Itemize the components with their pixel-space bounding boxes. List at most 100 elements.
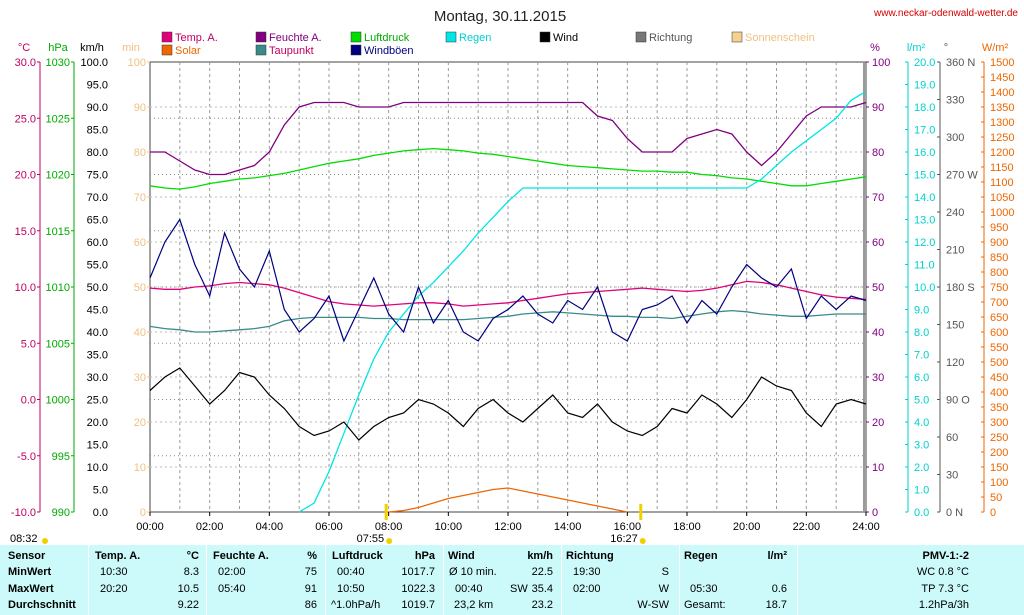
stats-temp-title: Temp. A. — [95, 550, 141, 562]
legend-swatch — [161, 31, 173, 43]
legend-label: Windböen — [364, 45, 414, 57]
unit-label: km/h — [80, 42, 104, 54]
stats-hum-min-time: 02:00 — [218, 566, 246, 578]
rain-axis-tick-label: 13.0 — [914, 215, 935, 227]
rain-axis-tick-label: 9.0 — [914, 305, 929, 317]
humidity-axis-tick-label: 0 — [872, 507, 878, 519]
wind-axis-tick-label: 30.0 — [87, 372, 108, 384]
solar-axis-tick-label: 850 — [990, 252, 1008, 264]
stats-dir-max: W — [658, 583, 669, 595]
stats-temp-min-time: 10:30 — [100, 566, 128, 578]
solar-axis-tick-label: 200 — [990, 447, 1008, 459]
wind-axis-tick-label: 95.0 — [87, 80, 108, 92]
wind-axis-tick-label: 75.0 — [87, 170, 108, 182]
pressure-axis-tick-label: 1020 — [46, 170, 70, 182]
stats-hum-max-time: 05:40 — [218, 583, 246, 595]
current-time-label: 08:32 — [10, 533, 38, 545]
solar-axis-tick-label: 800 — [990, 267, 1008, 279]
solar-axis-tick-label: 100 — [990, 477, 1008, 489]
stats-rain-unit: l/m² — [767, 550, 787, 562]
x-tick-label: 22:00 — [793, 521, 821, 533]
solar-axis-tick-label: 500 — [990, 357, 1008, 369]
direction-axis-tick-label: 180 S — [946, 282, 975, 294]
wind-axis-tick-label: 10.0 — [87, 462, 108, 474]
legend-label: Temp. A. — [175, 32, 218, 44]
rain-axis-tick-label: 17.0 — [914, 125, 935, 137]
rain-axis-tick-label: 12.0 — [914, 237, 935, 249]
sunrise-label: 07:55 — [357, 533, 385, 545]
stats-rain-max: 0.6 — [771, 583, 787, 595]
series-line-regen — [298, 90, 867, 513]
rain-axis-tick-label: 14.0 — [914, 192, 935, 204]
rain-axis-tick-label: 16.0 — [914, 147, 935, 159]
rain-axis-tick-label: 2.0 — [914, 462, 929, 474]
humidity-axis-tick-label: 80 — [872, 147, 884, 159]
pressure-axis-tick-label: 990 — [52, 507, 70, 519]
stats-wind-column: Wind km/h Ø 10 min. 22.5 00:40 SW 35.4 2… — [443, 545, 561, 615]
stats-pmv-column: PMV-1:-2 WC 0.8 °C TP 7.3 °C 1.2hPa/3h — [797, 545, 1024, 615]
stats-rain-column: Regen l/m² 05:30 0.6 Gesamt: 18.7 — [679, 545, 797, 615]
stats-hum-min: 75 — [304, 566, 317, 578]
solar-axis-tick-label: 300 — [990, 417, 1008, 429]
rain-axis-tick-label: 10.0 — [914, 282, 935, 294]
stats-wind-max-time: 00:40 — [455, 583, 483, 595]
solar-axis-tick-label: 600 — [990, 327, 1008, 339]
wind-axis-tick-label: 5.0 — [93, 485, 108, 497]
humidity-axis-tick-label: 100 — [872, 57, 890, 69]
sun-axis-tick-label: 30 — [134, 372, 146, 384]
pressure-axis-tick-label: 1005 — [46, 338, 70, 350]
solar-axis-tick-label: 400 — [990, 387, 1008, 399]
x-tick-label: 06:00 — [315, 521, 343, 533]
direction-axis-tick-label: 60 — [946, 432, 958, 444]
site-url[interactable]: www.neckar-odenwald-wetter.de — [873, 8, 1018, 19]
humidity-axis-tick-label: 60 — [872, 237, 884, 249]
direction-axis-tick-label: 150 — [946, 320, 964, 332]
legend-label: Sonnenschein — [745, 32, 815, 44]
stats-avg-label: Durchschnitt — [8, 599, 76, 611]
pressure-axis-tick-label: 1010 — [46, 282, 70, 294]
sunset-label: 16:27 — [610, 533, 638, 545]
x-tick-label: 08:00 — [375, 521, 403, 533]
stats-rain-total: 18.7 — [765, 599, 787, 611]
stats-temp-avg: 9.22 — [177, 599, 199, 611]
legend-swatch — [350, 44, 362, 56]
stats-rain-total-label: Gesamt: — [684, 599, 726, 611]
chart-title: Montag, 30.11.2015 — [434, 8, 566, 25]
wind-axis-tick-label: 90.0 — [87, 102, 108, 114]
grid — [150, 62, 866, 512]
temp-axis-tick-label: -10.0 — [11, 507, 36, 519]
stats-dewpoint: TP 7.3 °C — [921, 583, 969, 595]
humidity-axis-tick-label: 70 — [872, 192, 884, 204]
wind-axis-tick-label: 60.0 — [87, 237, 108, 249]
humidity-axis-tick-label: 50 — [872, 282, 884, 294]
sun-axis-tick-label: 60 — [134, 237, 146, 249]
solar-axis-tick-label: 450 — [990, 372, 1008, 384]
stats-max-label: MaxWert — [8, 583, 54, 595]
pressure-axis-tick-label: 1030 — [46, 57, 70, 69]
wind-axis-tick-label: 25.0 — [87, 395, 108, 407]
rain-axis-tick-label: 0.0 — [914, 507, 929, 519]
stats-wind-avg10: 22.5 — [531, 566, 553, 578]
stats-press-trend: ^1.0hPa/h — [331, 599, 381, 611]
humidity-axis-tick-label: 10 — [872, 462, 884, 474]
temp-axis-tick-label: 15.0 — [15, 226, 36, 238]
solar-axis-tick-label: 1250 — [990, 132, 1014, 144]
stats-sensor-column: Sensor MinWert MaxWert Durchschnitt — [0, 545, 88, 615]
stats-press-avg: 1019.7 — [401, 599, 435, 611]
legend-label: Richtung — [649, 32, 692, 44]
stats-temp-max-time: 20:20 — [100, 583, 128, 595]
stats-temp-min: 8.3 — [183, 566, 199, 578]
rain-axis-tick-label: 1.0 — [914, 485, 929, 497]
stats-dir-min-time: 19:30 — [573, 566, 601, 578]
solar-axis-tick-label: 650 — [990, 312, 1008, 324]
series-line-temp-a- — [149, 280, 867, 307]
legend-item: Richtung — [635, 31, 692, 44]
legend-item: Taupunkt — [255, 44, 314, 57]
direction-axis-tick-label: 120 — [946, 357, 964, 369]
stats-wind-avg: 23.2 — [531, 599, 553, 611]
rain-axis-tick-label: 6.0 — [914, 372, 929, 384]
solar-axis-tick-label: 1200 — [990, 147, 1014, 159]
pressure-axis-tick-label: 1015 — [46, 226, 70, 238]
stats-dir-max-time: 02:00 — [573, 583, 601, 595]
sun-axis-tick-label: 80 — [134, 147, 146, 159]
